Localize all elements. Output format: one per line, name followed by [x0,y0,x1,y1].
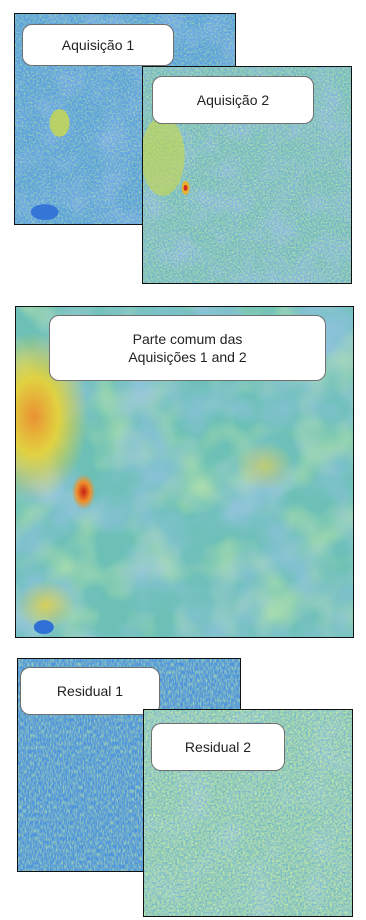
residual-2-label: Residual 2 [151,723,285,771]
common-part-label-line-2: Aquisições 1 and 2 [128,349,247,365]
common-part-label: Parte comum das Aquisições 1 and 2 [49,315,326,381]
acquisition-1-label: Aquisição 1 [22,24,174,66]
common-part-label-line-1: Parte comum das [132,331,243,347]
acquisition-2-label: Aquisição 2 [152,76,314,124]
residual-1-label: Residual 1 [20,667,160,715]
